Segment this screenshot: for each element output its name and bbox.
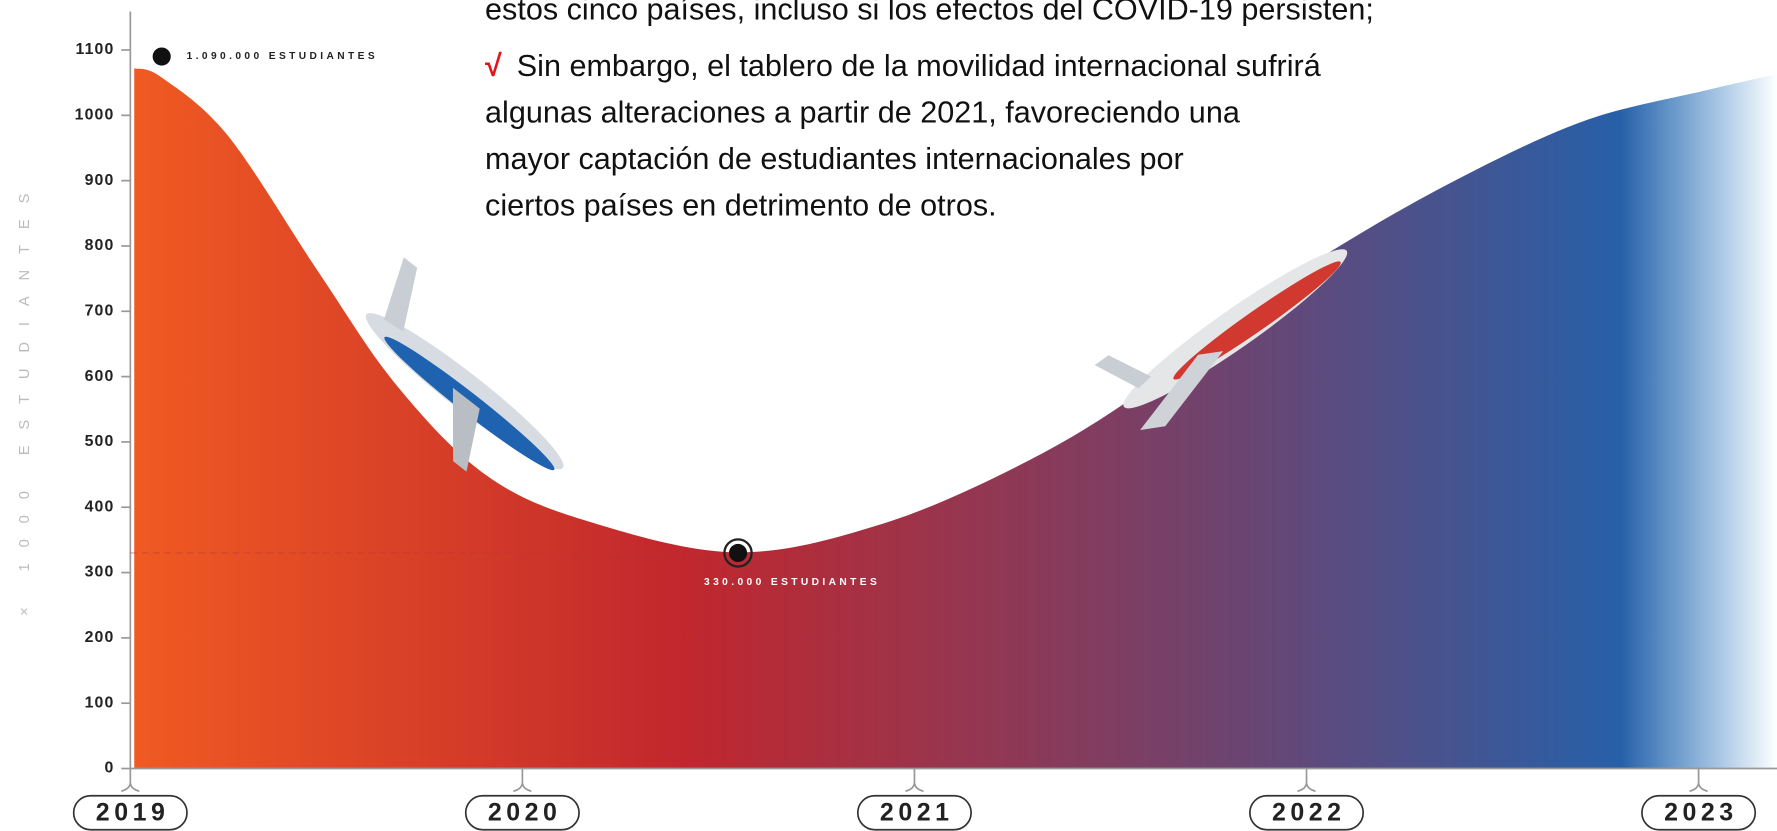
x-tick-label: 2022 bbox=[1272, 798, 1346, 826]
y-tick-label: 400 bbox=[85, 498, 115, 515]
y-tick-label: 1000 bbox=[75, 107, 115, 124]
plane-left bbox=[365, 257, 564, 472]
y-tick-label: 300 bbox=[85, 564, 115, 581]
x-tick-box bbox=[856, 794, 972, 831]
x-tick bbox=[905, 768, 924, 793]
x-tick-label: 2023 bbox=[1664, 798, 1738, 826]
fade-edge bbox=[1620, 0, 1777, 783]
y-tick-label: 800 bbox=[85, 237, 115, 254]
y-tick-label: 200 bbox=[85, 629, 115, 646]
plane-right bbox=[1094, 249, 1348, 431]
y-tick-label: 500 bbox=[85, 433, 115, 450]
x-tick-box bbox=[72, 794, 188, 831]
y-tick-label: 700 bbox=[85, 302, 115, 319]
y-tick-label: 0 bbox=[104, 760, 114, 777]
y-tick-label: 1100 bbox=[76, 41, 115, 58]
area bbox=[134, 68, 1777, 769]
bullet-mark: √ bbox=[485, 49, 502, 83]
y-axis-label: × 1000 ESTUDIANTES bbox=[17, 178, 33, 616]
annotation-label: 330.000 ESTUDIANTES bbox=[704, 577, 880, 588]
annotation-marker bbox=[728, 543, 748, 563]
x-tick-box bbox=[464, 794, 580, 831]
x-tick bbox=[1689, 768, 1708, 793]
x-tick-box bbox=[1641, 794, 1757, 831]
intro-line: estos cinco países, incluso si los efect… bbox=[485, 0, 1374, 27]
x-tick-box bbox=[1249, 794, 1365, 831]
x-tick-label: 2021 bbox=[880, 798, 954, 826]
annotation-ring bbox=[723, 538, 753, 568]
x-tick bbox=[513, 768, 532, 793]
y-tick-label: 900 bbox=[85, 172, 115, 189]
y-tick-label: 100 bbox=[85, 694, 115, 711]
paragraph-line: algunas alteraciones a partir de 2021, f… bbox=[485, 96, 1240, 130]
annotation-marker bbox=[152, 47, 171, 66]
x-tick-label: 2020 bbox=[488, 798, 562, 826]
paragraph-line: mayor captación de estudiantes internaci… bbox=[485, 142, 1184, 176]
paragraph-line: ciertos países en detrimento de otros. bbox=[485, 189, 997, 223]
paragraph-line: Sin embargo, el tablero de la movilidad … bbox=[517, 49, 1321, 83]
x-tick-label: 2019 bbox=[96, 798, 170, 826]
x-tick bbox=[1297, 768, 1316, 793]
x-tick bbox=[121, 768, 140, 793]
annotation-label: 1.090.000 ESTUDIANTES bbox=[187, 51, 378, 62]
annotation-ring bbox=[146, 41, 177, 72]
y-tick-label: 600 bbox=[85, 368, 115, 385]
